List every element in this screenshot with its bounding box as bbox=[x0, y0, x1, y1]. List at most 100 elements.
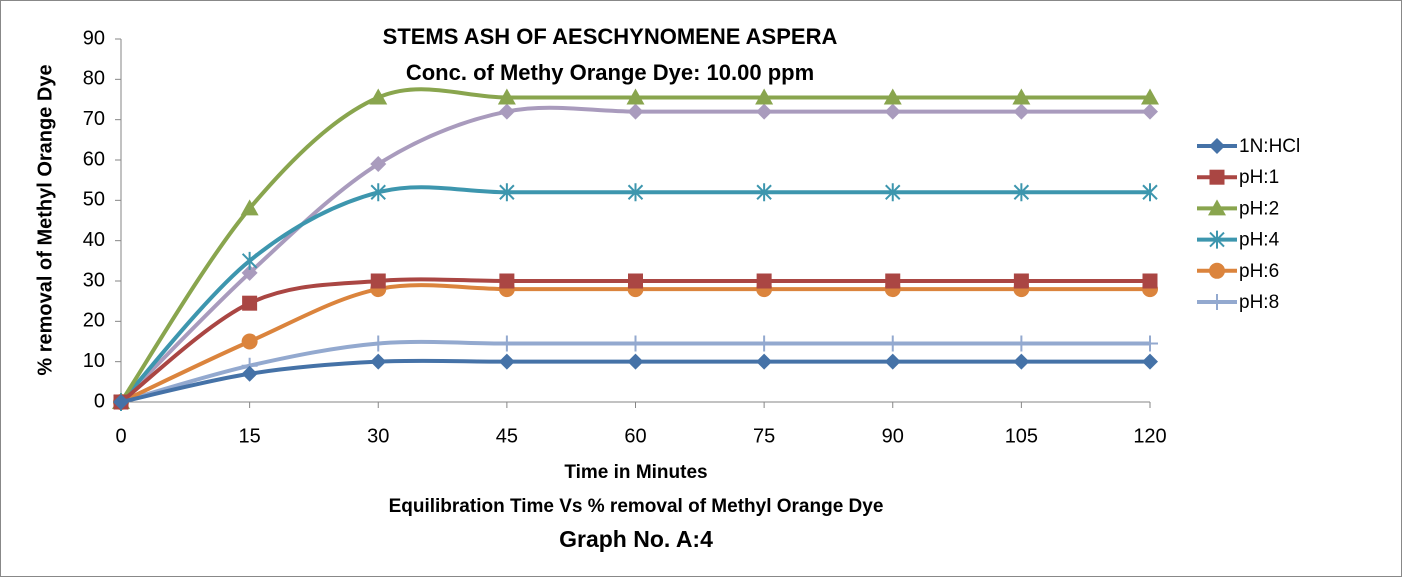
y-tick-label: 40 bbox=[83, 229, 105, 251]
marker bbox=[755, 88, 774, 105]
x-tick-label: 60 bbox=[624, 425, 646, 447]
y-tick-label: 30 bbox=[83, 269, 105, 291]
marker bbox=[498, 353, 515, 370]
marker bbox=[498, 335, 515, 352]
marker bbox=[370, 273, 386, 289]
legend-marker bbox=[1209, 138, 1225, 154]
marker bbox=[884, 353, 901, 370]
x-tick-label: 120 bbox=[1133, 425, 1166, 447]
legend-marker bbox=[1208, 199, 1226, 216]
legend-label: pH:8 bbox=[1239, 292, 1279, 313]
marker bbox=[369, 88, 388, 105]
marker bbox=[241, 333, 258, 350]
legend-item: pH:1 bbox=[1197, 167, 1279, 188]
marker bbox=[1013, 335, 1030, 352]
chart-title: STEMS ASH OF AESCHYNOMENE ASPERA bbox=[383, 24, 838, 49]
series bbox=[113, 353, 1158, 410]
y-tick-label: 20 bbox=[83, 310, 105, 332]
marker bbox=[370, 156, 387, 173]
marker bbox=[1013, 183, 1030, 202]
chart-subtitle: Conc. of Methy Orange Dye: 10.00 ppm bbox=[406, 60, 814, 85]
y-tick-label: 60 bbox=[83, 148, 105, 170]
marker bbox=[241, 264, 258, 281]
legend-item: pH:6 bbox=[1197, 261, 1279, 282]
marker bbox=[370, 183, 386, 202]
marker bbox=[1142, 353, 1158, 370]
legend-label: pH:4 bbox=[1239, 230, 1280, 251]
marker bbox=[242, 295, 258, 311]
marker bbox=[627, 335, 644, 352]
series-line bbox=[119, 87, 1150, 404]
y-tick-label: 10 bbox=[83, 350, 105, 372]
legend-label: pH:6 bbox=[1239, 261, 1279, 282]
marker bbox=[1013, 353, 1030, 370]
marker bbox=[499, 183, 515, 202]
x-tick-label: 30 bbox=[367, 425, 389, 447]
x-tick-label: 0 bbox=[115, 425, 126, 447]
series-line bbox=[119, 105, 1150, 404]
y-tick-label: 0 bbox=[94, 390, 105, 412]
series bbox=[113, 273, 1158, 410]
marker bbox=[240, 199, 259, 216]
marker bbox=[756, 335, 773, 352]
legend-item: pH:8 bbox=[1197, 292, 1279, 313]
x-tick-label: 15 bbox=[239, 425, 261, 447]
marker bbox=[627, 103, 644, 120]
marker bbox=[756, 353, 773, 370]
legend-marker bbox=[1209, 262, 1225, 279]
marker bbox=[883, 88, 902, 105]
y-tick-label: 50 bbox=[83, 189, 105, 211]
y-tick-label: 70 bbox=[83, 108, 105, 130]
legend-item: 1N:HCl bbox=[1197, 136, 1300, 157]
legend-label: pH:2 bbox=[1239, 198, 1279, 219]
legend-marker bbox=[1209, 294, 1225, 310]
marker bbox=[499, 273, 515, 289]
series bbox=[113, 103, 1158, 410]
x-axis-label: Time in Minutes bbox=[564, 462, 707, 483]
x-tick-label: 90 bbox=[882, 425, 904, 447]
legend-item: pH:2 bbox=[1197, 198, 1279, 219]
y-axis-label: % removal of Methyl Orange Dye bbox=[34, 64, 56, 375]
marker bbox=[627, 353, 644, 370]
y-tick-label: 90 bbox=[83, 27, 105, 49]
marker bbox=[1013, 273, 1029, 289]
marker bbox=[498, 103, 515, 120]
marker bbox=[884, 335, 901, 352]
marker bbox=[884, 103, 901, 120]
marker bbox=[885, 183, 901, 202]
marker bbox=[1141, 88, 1159, 105]
legend-marker bbox=[1209, 169, 1225, 185]
x-tick-label: 45 bbox=[496, 425, 518, 447]
series-line bbox=[119, 185, 1150, 404]
x-tick-label: 105 bbox=[1005, 425, 1038, 447]
caption: Equilibration Time Vs % removal of Methy… bbox=[389, 496, 884, 517]
series bbox=[113, 183, 1158, 411]
marker bbox=[370, 353, 387, 370]
marker bbox=[241, 365, 258, 382]
marker bbox=[497, 88, 516, 105]
marker bbox=[627, 183, 644, 202]
marker bbox=[885, 273, 901, 289]
marker bbox=[756, 183, 772, 202]
legend-item: pH:4 bbox=[1197, 230, 1280, 251]
legend-label: 1N:HCl bbox=[1239, 136, 1300, 157]
marker bbox=[626, 88, 645, 105]
marker bbox=[370, 335, 387, 352]
graph-label: Graph No. A:4 bbox=[559, 526, 713, 552]
marker bbox=[1013, 103, 1030, 120]
marker bbox=[1142, 103, 1158, 120]
marker bbox=[1142, 335, 1158, 352]
marker bbox=[756, 103, 773, 120]
x-tick-label: 75 bbox=[753, 425, 775, 447]
marker bbox=[113, 394, 129, 410]
series bbox=[112, 87, 1159, 409]
series bbox=[113, 335, 1158, 410]
marker bbox=[1142, 183, 1158, 202]
marker bbox=[241, 251, 258, 270]
marker bbox=[628, 273, 643, 289]
legend-label: pH:1 bbox=[1239, 167, 1279, 188]
marker bbox=[1142, 273, 1158, 289]
marker bbox=[756, 273, 772, 289]
